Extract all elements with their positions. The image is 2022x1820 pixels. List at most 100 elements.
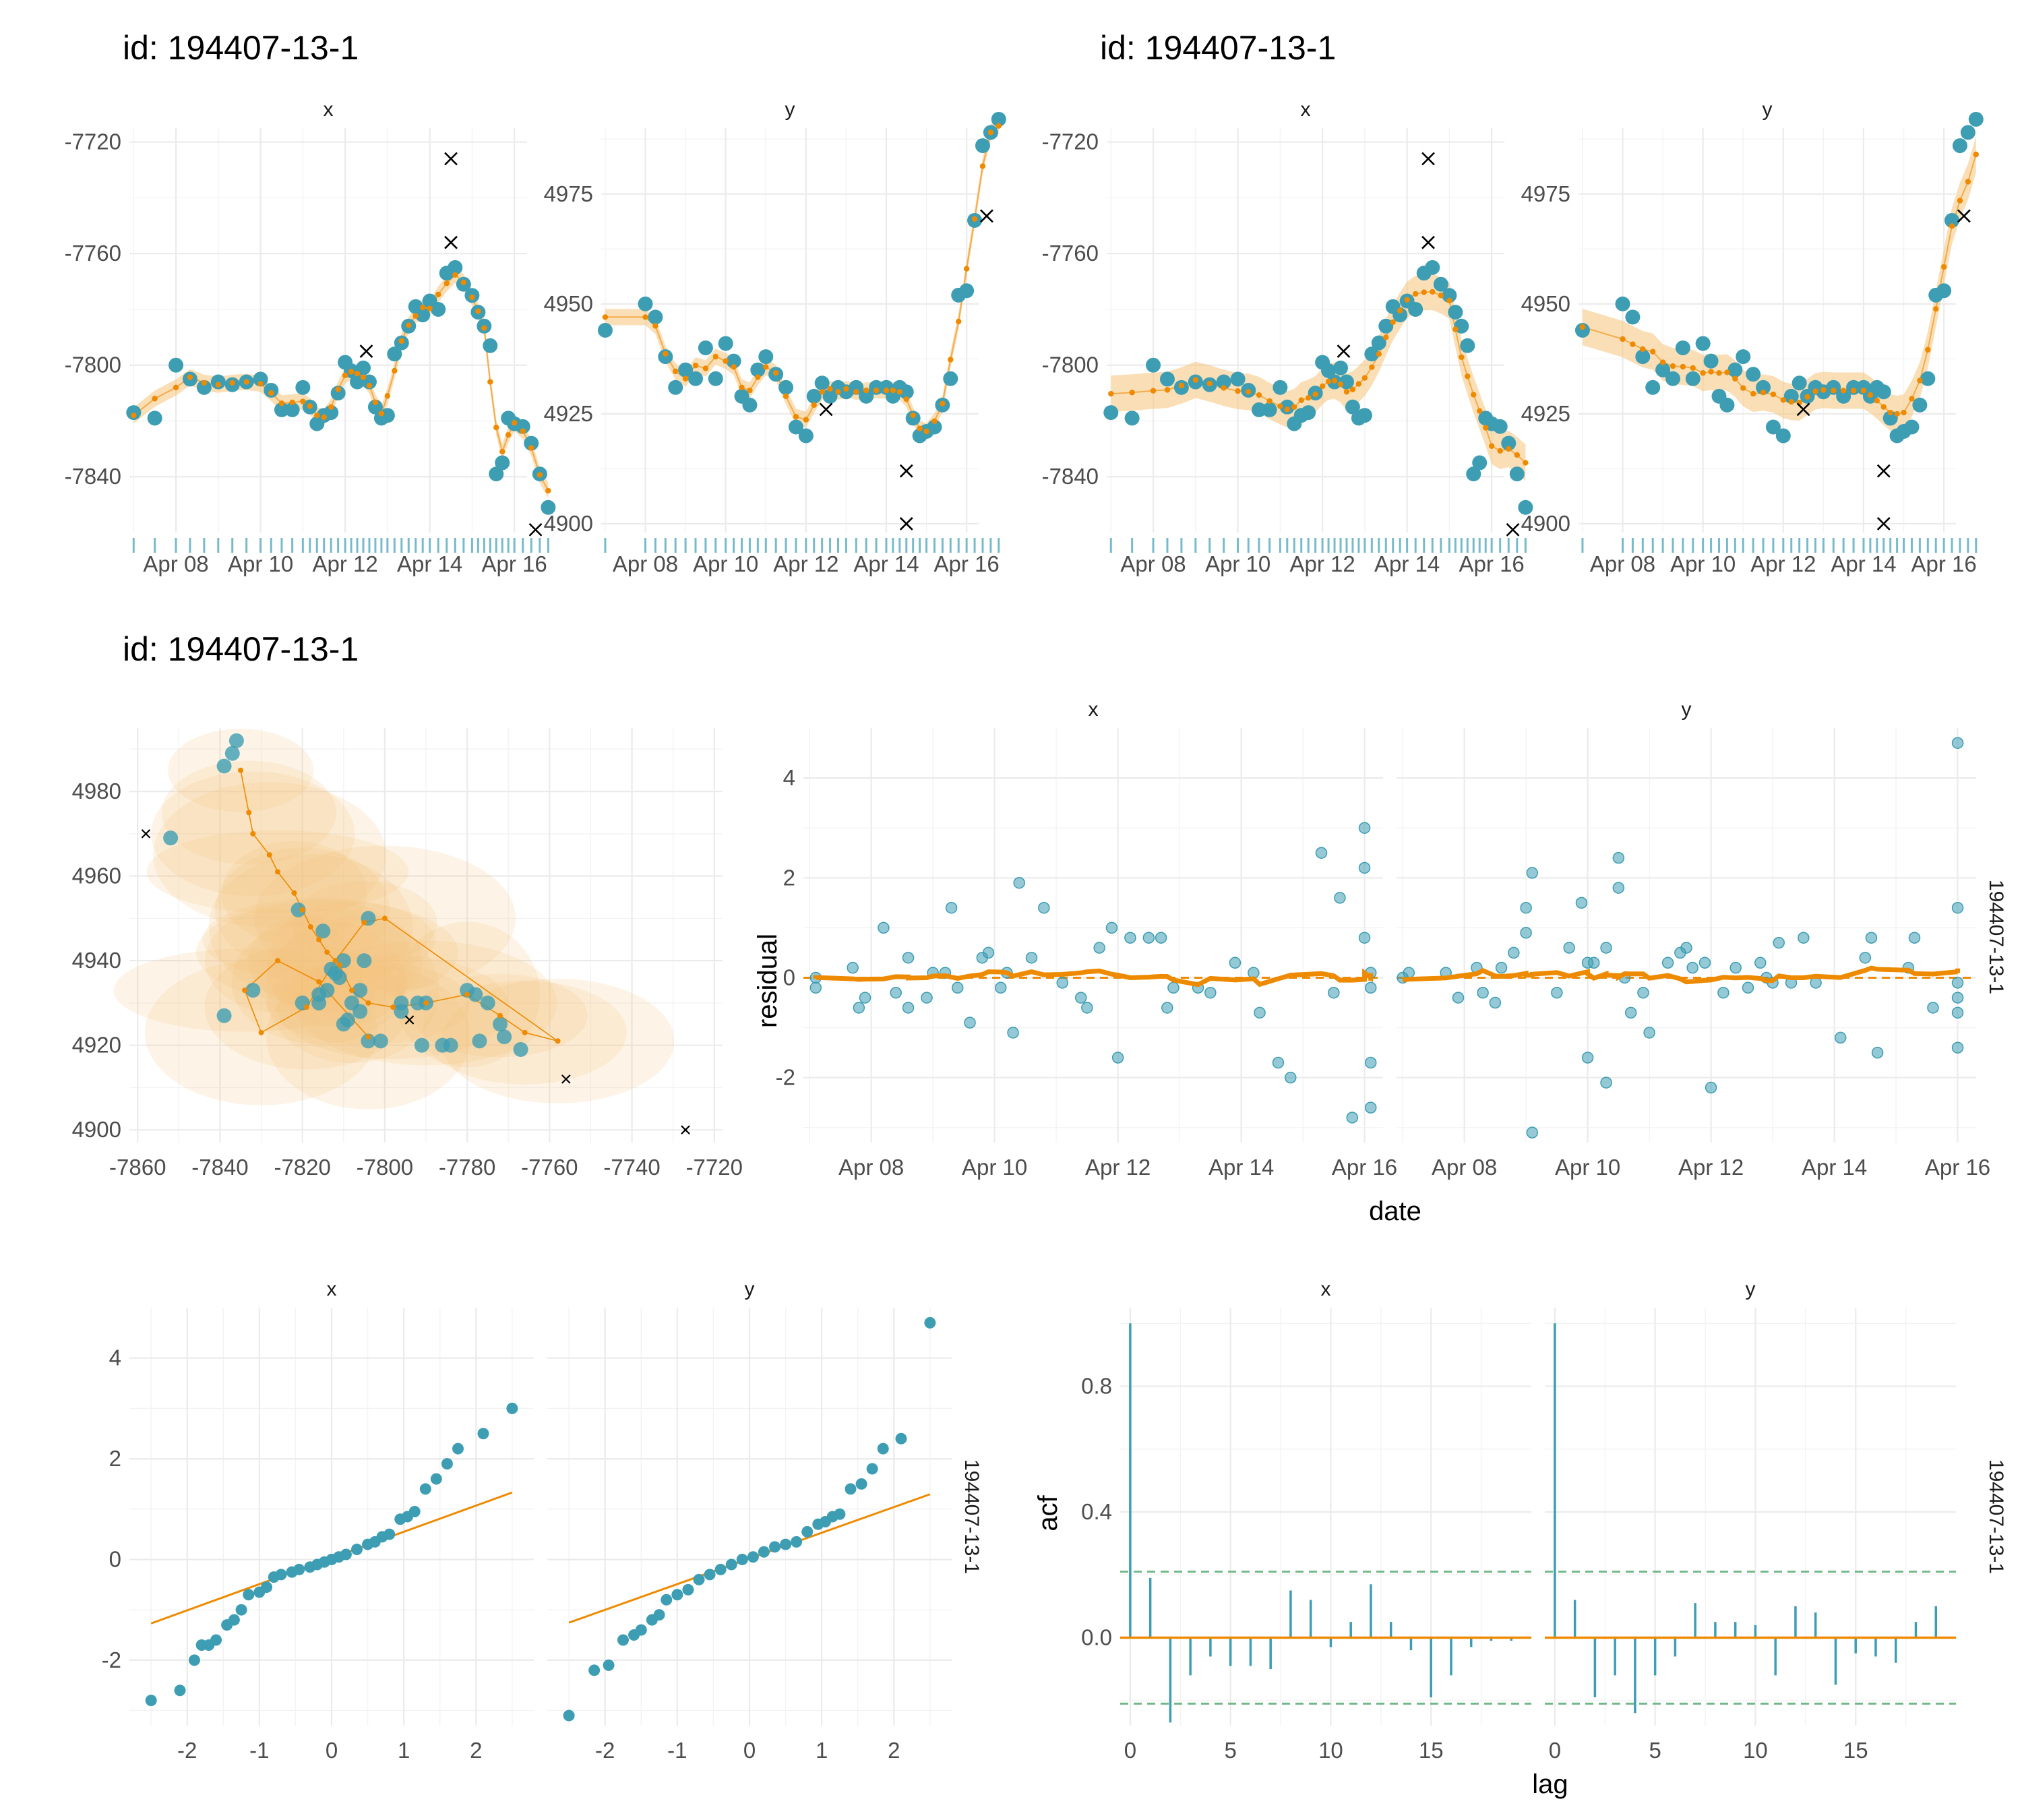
observation-point <box>1655 362 1671 377</box>
fitted-point <box>642 314 648 320</box>
qq-point <box>188 1654 200 1666</box>
track-fitted-point <box>238 767 243 773</box>
y-tick-label: 4900 <box>72 1117 121 1142</box>
observation-point <box>991 111 1006 127</box>
fitted-point <box>1383 334 1389 340</box>
x-tick-label: Apr 16 <box>1925 1155 1990 1180</box>
fitted-point <box>511 420 518 426</box>
x-tick-label: 15 <box>1419 1738 1444 1763</box>
x-tick-label: -7780 <box>439 1155 495 1180</box>
fitted-point <box>896 389 903 395</box>
residual-point <box>1563 942 1575 954</box>
fitted-point <box>342 372 348 379</box>
fitted-point <box>890 387 896 394</box>
observation-point <box>1625 309 1641 325</box>
residual-point <box>1403 967 1415 979</box>
facet-strip-y: y <box>785 98 795 121</box>
track-fitted-point <box>266 852 272 858</box>
fitted-point <box>853 389 859 395</box>
residual-point <box>1798 932 1810 944</box>
fitted-point <box>803 417 809 423</box>
track-observation <box>361 1033 376 1049</box>
observation-point <box>597 323 613 338</box>
residual-point <box>1773 936 1785 949</box>
x-tick-label: Apr 10 <box>1205 551 1270 576</box>
y-tick-label: 4975 <box>544 181 593 206</box>
y-tick-label: -7720 <box>65 129 121 154</box>
residual-point <box>1754 957 1767 969</box>
fitted-point <box>1874 398 1880 404</box>
residual-point <box>1111 1052 1124 1064</box>
fitted-point <box>1319 383 1326 390</box>
fitted-point <box>1305 394 1312 401</box>
residual-point <box>1495 961 1508 974</box>
observation-point <box>284 402 300 417</box>
fitted-point <box>243 379 249 385</box>
residual-point <box>1612 851 1625 864</box>
residual-point <box>1155 932 1167 944</box>
x-tick-label: 0 <box>743 1738 756 1763</box>
observation-point <box>1509 466 1525 482</box>
outlier-mark <box>444 235 458 249</box>
fitted-point <box>910 412 916 419</box>
qq-point <box>235 1604 247 1616</box>
fitted-point <box>314 413 320 419</box>
residual-xlabel: date <box>1369 1196 1421 1226</box>
track-fitted-point <box>365 1000 371 1006</box>
residual-point <box>1477 986 1489 999</box>
fitted-point <box>1850 388 1857 394</box>
observation-point <box>1746 367 1761 382</box>
x-tick-label: -7820 <box>274 1155 330 1180</box>
observation-point <box>859 388 874 404</box>
fitted-point <box>1266 398 1273 404</box>
fitted-point <box>1788 399 1794 405</box>
fitted-point <box>419 305 426 311</box>
observation-point <box>489 466 504 482</box>
fitted-point <box>1471 392 1477 398</box>
qq-point <box>855 1478 867 1490</box>
x-tick-label: Apr 08 <box>143 551 208 576</box>
x-tick-label: 5 <box>1649 1738 1661 1763</box>
fitted-point <box>321 414 327 421</box>
track-fitted-point <box>324 949 330 955</box>
acf-panels: x 0.0 0.4 0.8 0 5 10 15 y 0 5 10 15 194407-13-1 <box>1081 1278 2007 1763</box>
fitted-point <box>702 365 709 371</box>
fitted-point <box>1760 390 1767 396</box>
track-observation <box>332 970 347 985</box>
facet-strip-y: y <box>1763 98 1773 121</box>
fitted-point <box>903 396 909 402</box>
observation-point <box>515 419 530 434</box>
qq-point <box>671 1589 683 1601</box>
residual-point <box>1142 932 1155 944</box>
observation-point <box>1615 296 1630 311</box>
x-tick-label: 15 <box>1843 1738 1868 1763</box>
observation-point <box>1472 455 1488 471</box>
qq-point <box>780 1538 792 1550</box>
residual-point <box>1161 1002 1173 1014</box>
residual-point <box>1007 1027 1019 1039</box>
fitted-point <box>1477 408 1483 414</box>
x-tick-label: 10 <box>1743 1738 1768 1763</box>
fitted-point <box>469 294 475 301</box>
fitted-point <box>931 418 938 424</box>
fitted-point <box>1369 364 1375 370</box>
observation-point <box>1262 402 1277 417</box>
residual-point <box>1951 737 1964 749</box>
track-observation <box>353 1004 368 1019</box>
observation-point <box>1952 138 1967 154</box>
qq-point <box>895 1432 907 1445</box>
fitted-point <box>956 318 962 325</box>
y-tick-label: 0.8 <box>1081 1374 1112 1399</box>
fitted-point <box>873 387 880 394</box>
qq-point <box>384 1528 396 1540</box>
observation-point <box>168 357 184 373</box>
observation-point <box>814 375 830 391</box>
fitted-point <box>187 374 193 380</box>
track-observation <box>290 902 306 917</box>
residual-point <box>1624 1006 1637 1019</box>
x-tick-label: Apr 16 <box>482 551 547 576</box>
residual-point <box>982 946 995 959</box>
fitted-point <box>1933 306 1939 312</box>
observation-point <box>379 408 395 423</box>
fitted-point <box>348 369 355 375</box>
